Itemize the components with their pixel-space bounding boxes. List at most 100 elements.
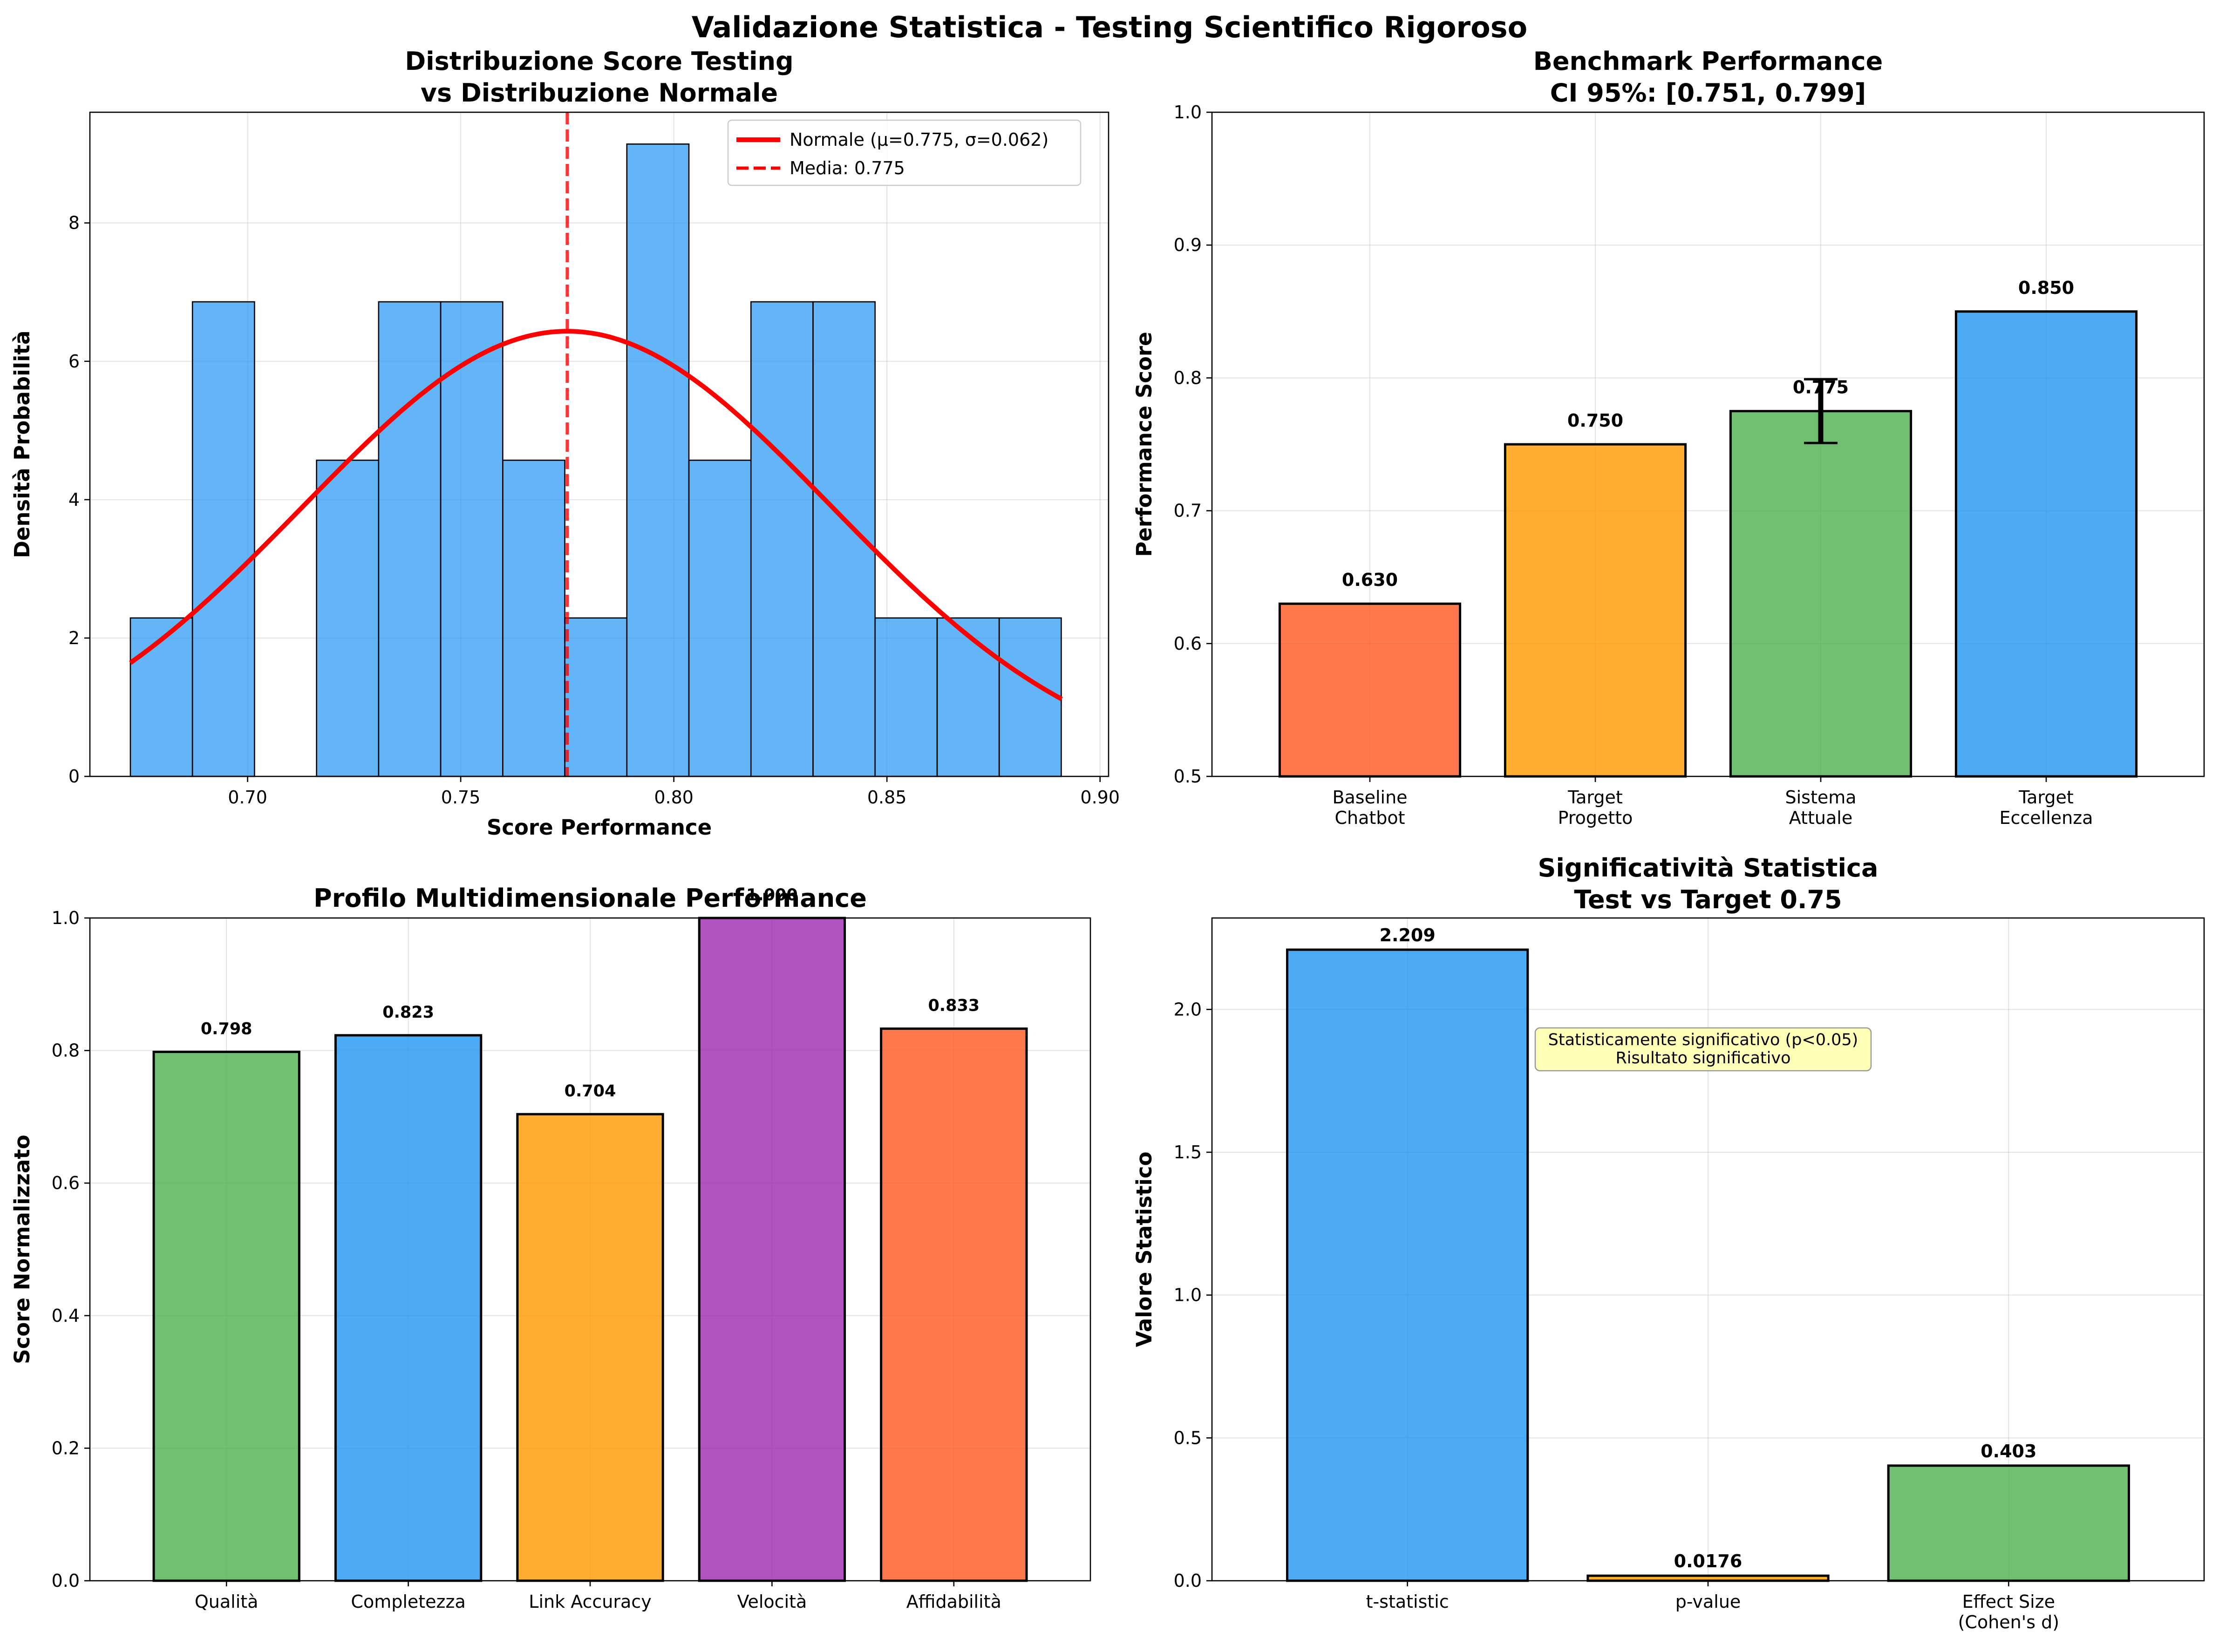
bar-value-label: 0.823 (382, 1003, 434, 1022)
histogram-bar (440, 301, 504, 777)
bar-value-label: 0.704 (565, 1082, 616, 1101)
y-tick-label: 0.8 (1174, 367, 1202, 388)
annotation-text: Statisticamente significativo (p<0.05) (1548, 1031, 1858, 1049)
bar-value-label: 0.403 (1981, 1441, 2036, 1462)
chart-title: Benchmark Performance (1533, 47, 1883, 76)
legend-box (727, 119, 1082, 186)
y-tick-label: 0 (68, 766, 80, 787)
chart-title: Test vs Target 0.75 (1574, 885, 1842, 914)
x-tick-label: p-value (1675, 1591, 1741, 1612)
legend-entry: Normale (μ=0.775, σ=0.062) (790, 129, 1048, 150)
x-tick-label: Effect Size (1962, 1591, 2055, 1612)
x-tick-label: Velocità (737, 1591, 807, 1612)
histogram-bar (316, 459, 380, 777)
histogram-bar (936, 617, 1000, 777)
histogram-bar (626, 143, 690, 777)
chart-title: Distribuzione Score Testing (405, 47, 793, 76)
histogram-bar (874, 617, 938, 777)
histogram-bar (502, 459, 565, 777)
y-tick-label: 2.0 (1174, 999, 1202, 1020)
x-tick-label: Sistema (1785, 787, 1856, 808)
y-tick-label: 0.2 (52, 1438, 80, 1458)
bar (152, 1050, 300, 1582)
y-tick-label: 4 (68, 489, 80, 510)
y-tick-label: 0.9 (1174, 235, 1202, 255)
x-tick-label: Affidabilità (906, 1591, 1001, 1612)
x-tick-label: t-statistic (1366, 1591, 1449, 1612)
bar (1954, 310, 2138, 778)
x-tick-label: Target (2018, 787, 2074, 808)
y-tick-label: 6 (68, 351, 80, 372)
x-tick-label: Attuale (1789, 808, 1852, 828)
bar-value-label: 2.209 (1380, 925, 1436, 945)
x-tick-label: 0.70 (228, 787, 267, 808)
bar (1278, 602, 1462, 778)
y-tick-label: 2 (68, 628, 80, 648)
x-tick-label: Chatbot (1334, 808, 1405, 828)
x-tick-label: 0.75 (441, 787, 481, 808)
annotation-text: Risultato significativo (1615, 1049, 1790, 1067)
x-tick-label: (Cohen's d) (1958, 1612, 2059, 1632)
y-axis-label: Valore Statistico (1132, 1152, 1157, 1347)
axes-frame (1211, 917, 2205, 1582)
bar (698, 917, 846, 1582)
bar (880, 1027, 1028, 1582)
bar-value-label: 0.850 (2018, 278, 2074, 298)
y-tick-label: 0.0 (1174, 1570, 1202, 1591)
figure-suptitle: Validazione Statistica - Testing Scienti… (692, 10, 1527, 44)
bar-value-label: 0.833 (928, 997, 980, 1015)
y-axis-label: Densità Probabilità (10, 331, 34, 558)
histogram-bar (564, 617, 628, 777)
y-tick-label: 0.6 (1174, 633, 1202, 654)
x-tick-label: Progetto (1558, 808, 1633, 828)
bar-value-label: 0.630 (1342, 570, 1398, 590)
y-tick-label: 1.0 (1174, 102, 1202, 122)
bar (1286, 948, 1529, 1582)
x-tick-label: Completezza (351, 1591, 465, 1612)
chart-title: vs Distribuzione Normale (421, 78, 778, 108)
x-tick-label: Target (1567, 787, 1623, 808)
y-tick-label: 0.5 (1174, 1428, 1202, 1448)
bar (334, 1034, 483, 1582)
annotation-box (1534, 1027, 1872, 1072)
chart-title: Profilo Multidimensionale Performance (313, 884, 867, 913)
chart-title: CI 95%: [0.751, 0.799] (1550, 78, 1866, 108)
axes-frame (89, 111, 1110, 777)
x-axis-label: Score Performance (487, 815, 712, 840)
histogram-bar (378, 301, 442, 777)
y-tick-label: 1.0 (1174, 1285, 1202, 1305)
x-tick-label: Link Accuracy (529, 1591, 651, 1612)
y-tick-label: 0.5 (1174, 766, 1202, 787)
chart-title: Significatività Statistica (1538, 853, 1879, 883)
bar-value-label: 1.000 (746, 886, 798, 904)
y-axis-label: Performance Score (1132, 332, 1157, 557)
y-tick-label: 0.8 (52, 1040, 80, 1061)
bar-value-label: 0.798 (201, 1020, 252, 1038)
histogram-bar (688, 459, 752, 777)
x-tick-label: 0.90 (1080, 787, 1120, 808)
x-tick-label: Baseline (1332, 787, 1407, 808)
y-tick-label: 1.0 (52, 908, 80, 928)
x-tick-label: 0.85 (867, 787, 907, 808)
y-axis-label: Score Normalizzato (10, 1135, 34, 1364)
y-tick-label: 8 (68, 213, 80, 233)
y-tick-label: 0.0 (52, 1570, 80, 1591)
y-tick-label: 0.4 (52, 1305, 80, 1326)
bar-value-label: 0.0176 (1674, 1551, 1743, 1571)
histogram-bar (191, 301, 255, 777)
x-tick-label: 0.80 (654, 787, 694, 808)
profile-panel: Profilo Multidimensionale Performance 0.0… (10, 884, 1091, 1612)
axes-frame (89, 917, 1091, 1582)
normal-curve-line (129, 329, 1063, 701)
bar (1729, 410, 1913, 778)
y-tick-label: 0.7 (1174, 501, 1202, 521)
histogram-bar (129, 617, 193, 777)
axes-frame (1211, 111, 2205, 777)
histogram-bar (998, 617, 1062, 777)
bar (516, 1113, 664, 1582)
